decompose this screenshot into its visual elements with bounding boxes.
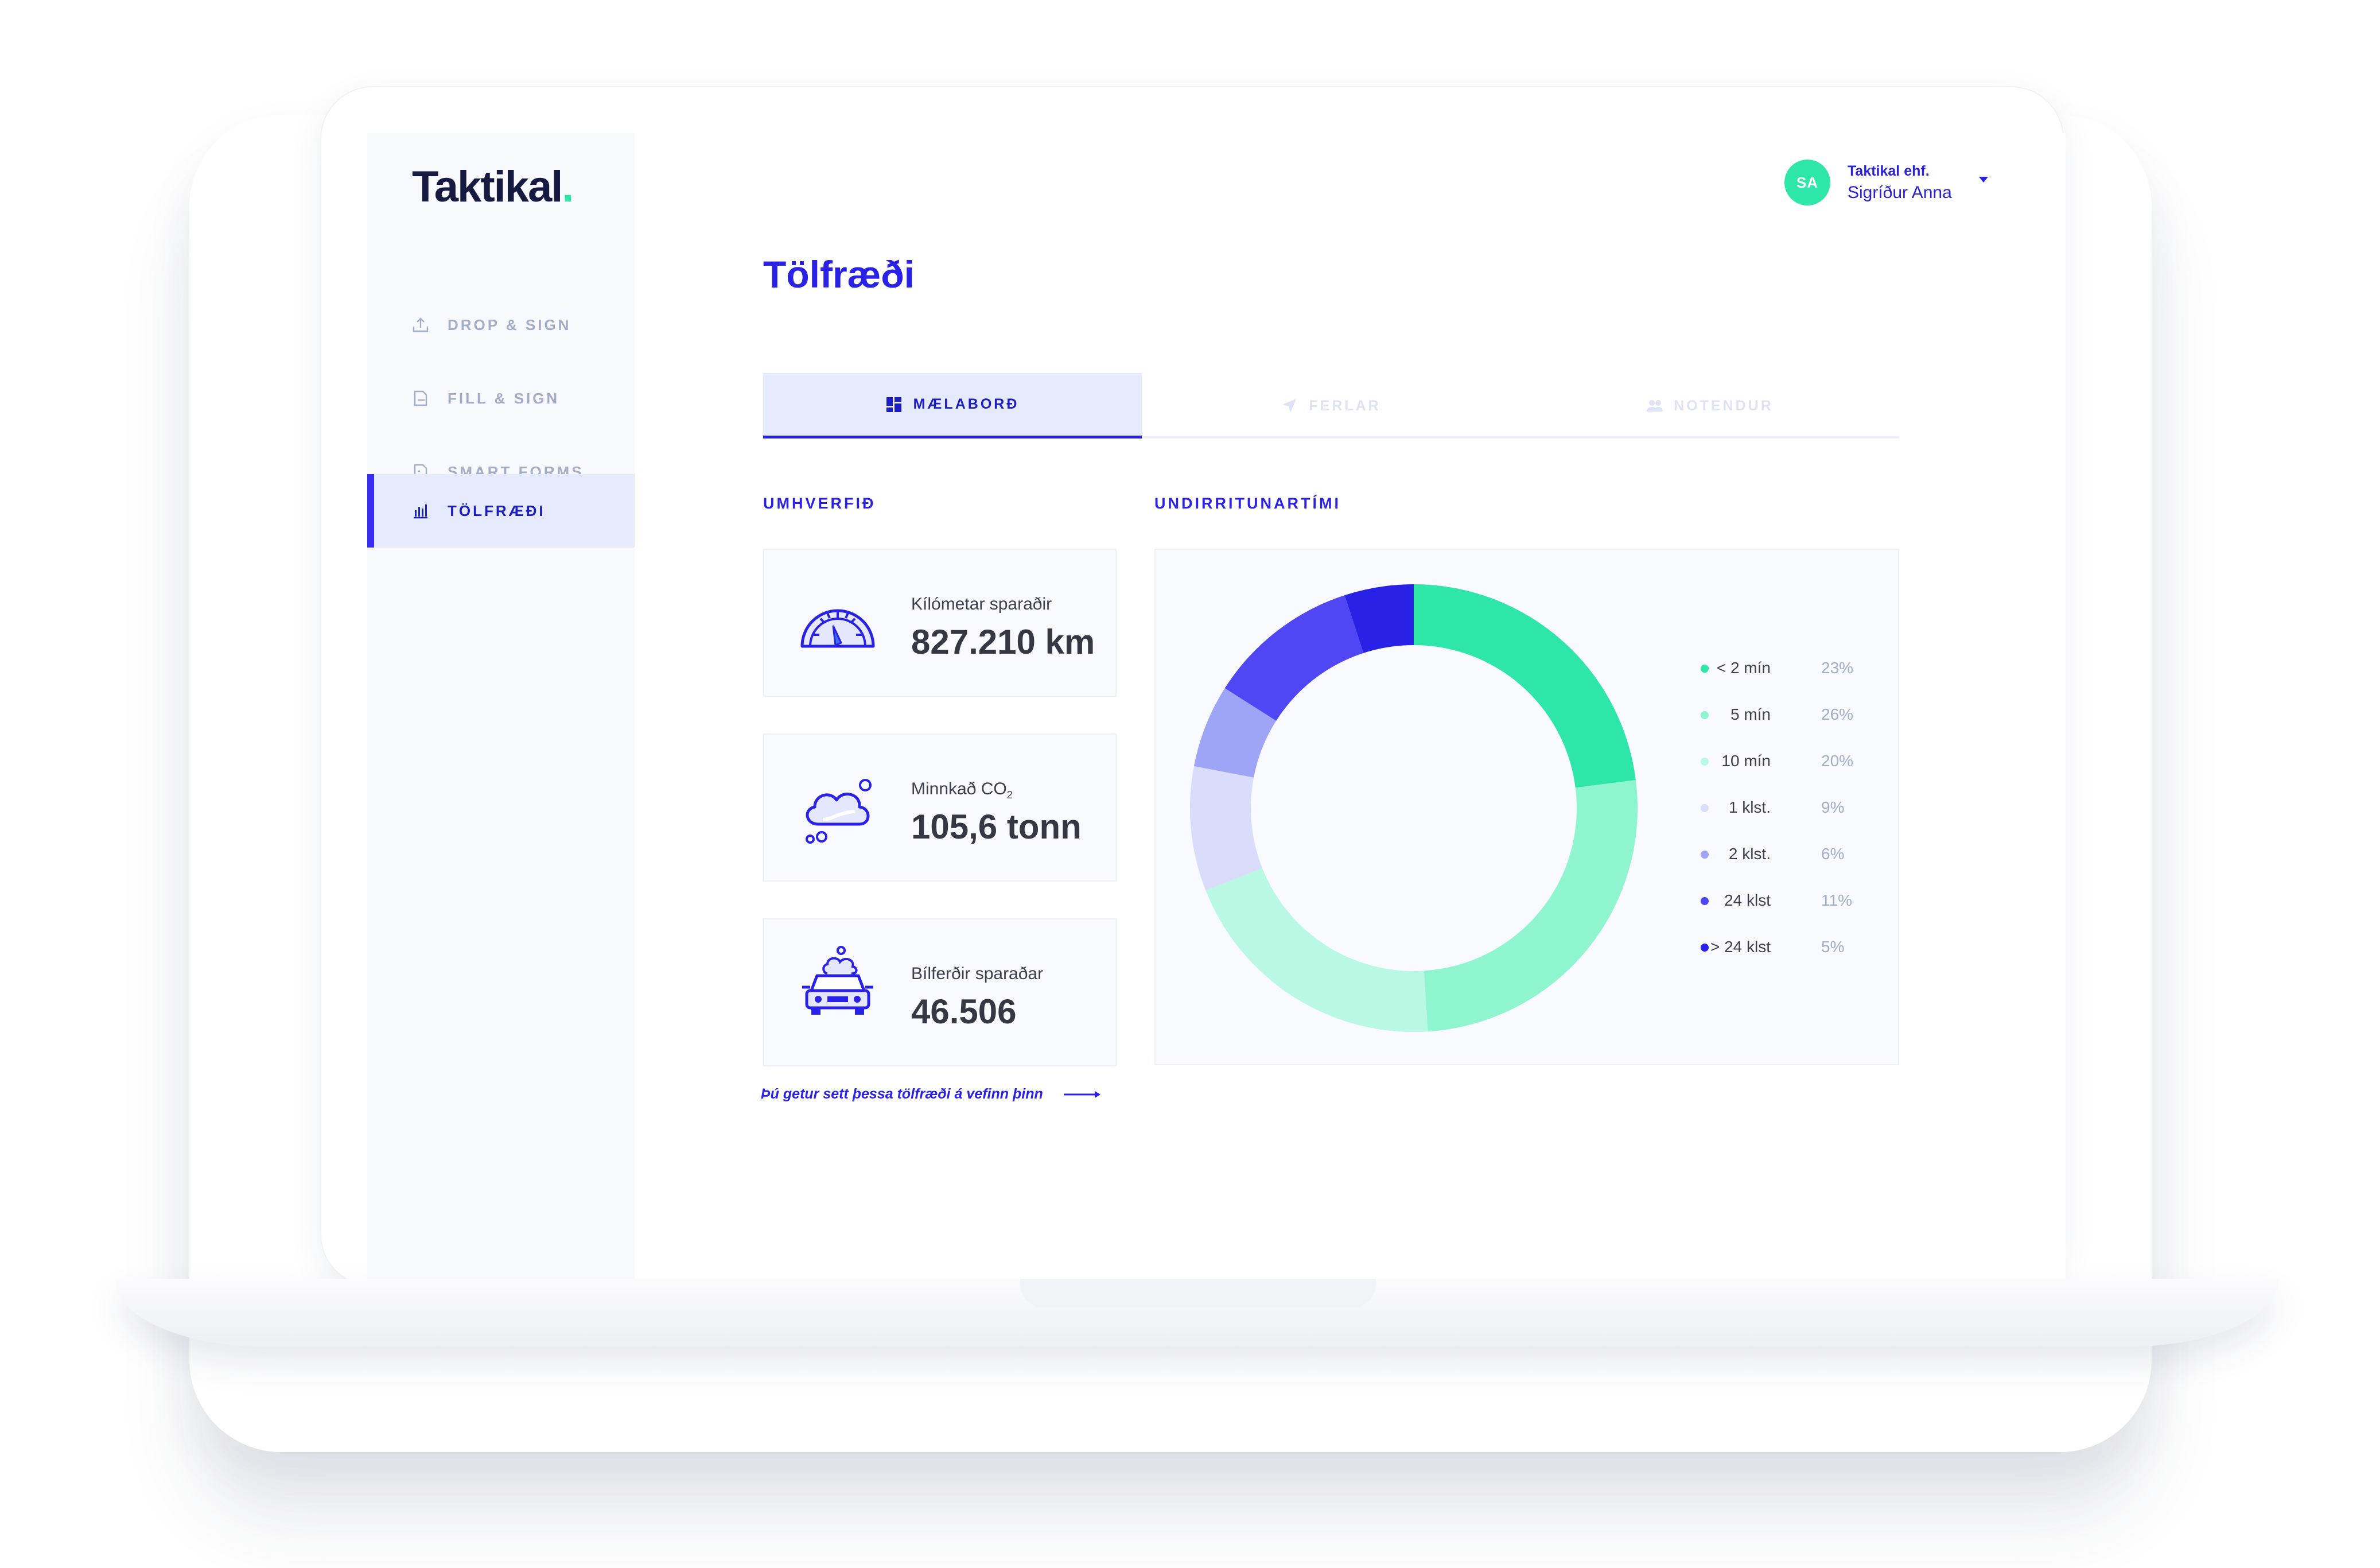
donut-slice-0[interactable] (1414, 584, 1636, 788)
sidebar-item-drop-sign[interactable]: DROP & SIGN (367, 288, 635, 362)
legend-item: 2 klst. 6% (1701, 844, 1873, 867)
sidebar-item-fill-sign[interactable]: FILL & SIGN (367, 362, 635, 435)
car-icon (798, 946, 878, 1033)
legend-item: > 24 klst 5% (1701, 937, 1873, 960)
legend-label: < 2 mín (1716, 659, 1771, 677)
send-icon (1281, 397, 1298, 414)
donut-slice-6[interactable] (1344, 584, 1414, 653)
user-info: Taktikal ehf. Sigríður Anna (1848, 163, 1952, 203)
users-icon (1646, 397, 1663, 414)
tab-notendur[interactable]: NOTENDUR (1520, 373, 1899, 438)
tab-label: FERLAR (1309, 397, 1381, 414)
tab-bar: MÆLABORÐ FERLAR NOTENDUR (763, 373, 1899, 438)
legend-label: 1 klst. (1728, 798, 1771, 816)
app-screen: Taktikal. DROP & SIGN FILL & SIGN SMART … (367, 133, 2066, 1279)
legend-item: 24 klst 11% (1701, 890, 1873, 913)
stat-card-co2: Minnkað CO2 105,6 tonn (763, 733, 1117, 882)
tab-bar-underline (763, 436, 1899, 438)
sidebar-item-label: TÖLFRÆÐI (448, 502, 546, 519)
legend-item: 1 klst. 9% (1701, 797, 1873, 820)
caret-down-icon[interactable] (1978, 176, 1989, 187)
stat-value: 827.210 km (911, 623, 1095, 661)
signing-time-title: UNDIRRITUNARTÍMI (1154, 495, 1341, 512)
sidebar: Taktikal. DROP & SIGN FILL & SIGN SMART … (367, 133, 635, 1279)
company-name: Taktikal ehf. (1848, 162, 1930, 179)
speedometer-icon (798, 589, 878, 663)
legend-value: 6% (1821, 845, 1845, 863)
legend-dot (1701, 851, 1709, 859)
stat-value: 46.506 (911, 992, 1017, 1031)
legend-label: > 24 klst (1710, 938, 1771, 956)
tab-label: MÆLABORÐ (913, 396, 1020, 412)
tab-maelabord[interactable]: MÆLABORÐ (763, 373, 1142, 438)
donut-slice-2[interactable] (1205, 868, 1428, 1032)
legend-dot (1701, 804, 1709, 812)
legend-item: 10 mín 20% (1701, 751, 1873, 774)
stat-label: Bílferðir sparaðar (911, 964, 1044, 983)
cloud-icon (798, 774, 878, 848)
sidebar-item-tolfraedi[interactable]: TÖLFRÆÐI (367, 474, 635, 548)
arrow-right-icon (1063, 1089, 1103, 1100)
legend-item: < 2 mín 23% (1701, 658, 1873, 681)
stat-label: Minnkað CO2 (911, 779, 1013, 801)
legend-label: 24 klst (1724, 891, 1771, 909)
taktikal-logo[interactable]: Taktikal. (412, 162, 574, 211)
donut-slice-1[interactable] (1424, 780, 1638, 1032)
signing-time-chart: < 2 mín 23% 5 mín 26% 10 mín 20% 1 klst. 9% 2 kl… (1154, 549, 1899, 1065)
dashboard-icon (886, 396, 903, 413)
tab-label: NOTENDUR (1674, 397, 1774, 414)
donut-slice-3[interactable] (1190, 766, 1262, 891)
legend-dot (1701, 711, 1709, 719)
legend-item: 5 mín 26% (1701, 704, 1873, 727)
legend-label: 2 klst. (1728, 845, 1771, 863)
stat-label: Kílómetar sparaðir (911, 595, 1052, 614)
environment-title: UMHVERFIÐ (763, 495, 876, 512)
page-title: Tölfræði (763, 253, 915, 296)
donut-slice-4[interactable] (1193, 688, 1277, 778)
legend-dot (1701, 944, 1709, 952)
legend-dot (1701, 665, 1709, 673)
legend-value: 26% (1821, 705, 1854, 723)
sidebar-item-label: FILL & SIGN (448, 389, 560, 407)
legend-value: 5% (1821, 938, 1845, 956)
embed-stats-link[interactable]: Þú getur sett þessa tölfræði á vefinn þi… (761, 1086, 1103, 1103)
upload-icon (412, 316, 430, 334)
stat-card-km: Kílómetar sparaðir 827.210 km (763, 549, 1117, 697)
stat-card-trips: Bílferðir sparaðar 46.506 (763, 918, 1117, 1066)
fill-document-icon (412, 389, 430, 407)
stat-value: 105,6 tonn (911, 808, 1082, 846)
legend-label: 5 mín (1730, 705, 1771, 723)
legend-value: 9% (1821, 798, 1845, 816)
legend-dot (1701, 897, 1709, 905)
donut-slice-5[interactable] (1224, 595, 1364, 721)
legend-dot (1701, 758, 1709, 766)
laptop-notch (1020, 1279, 1376, 1307)
avatar[interactable]: SA (1784, 160, 1830, 205)
tab-ferlar[interactable]: FERLAR (1142, 373, 1520, 438)
legend-value: 20% (1821, 752, 1854, 770)
legend-value: 23% (1821, 659, 1854, 677)
user-name: Sigríður Anna (1848, 183, 1952, 202)
sidebar-item-label: DROP & SIGN (448, 316, 571, 333)
legend-value: 11% (1821, 891, 1852, 909)
embed-link-label: Þú getur sett þessa tölfræði á vefinn þi… (761, 1086, 1043, 1102)
bar-chart-icon (412, 502, 430, 520)
donut-chart (1190, 584, 1638, 1032)
legend-label: 10 mín (1721, 752, 1771, 770)
user-menu[interactable]: SA Taktikal ehf. Sigríður Anna (1784, 160, 1989, 205)
